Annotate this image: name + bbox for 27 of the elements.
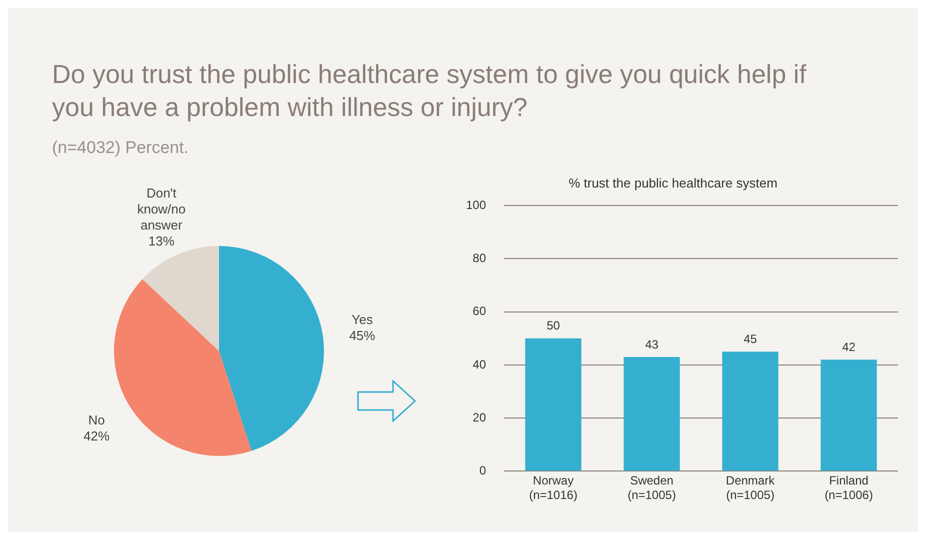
y-tick-label: 0 [479,464,486,478]
data-label: 50 [546,318,560,333]
slice-label: Yes [352,312,374,327]
data-label: 45 [744,332,758,346]
chart-title: % trust the public healthcare system [568,175,778,190]
y-tick-label: 80 [472,251,486,266]
x-tick-label: Norway (n=1016) [529,474,578,502]
y-tick-label: 100 [466,198,486,212]
chart-subtitle: (n=4032) Percent. [52,138,189,158]
y-tick-label: 40 [472,357,486,372]
bar [820,360,877,471]
slice-label: Don't know/no answer [137,186,186,233]
y-tick-label: 60 [472,304,486,318]
data-label: 43 [645,337,659,352]
bar [722,352,778,471]
bar [624,356,680,471]
x-tick-label: Finland (n=1006) [824,474,873,502]
data-label: 42% [84,428,110,444]
x-tick-label: Denmark (n=1005) [726,474,776,502]
text: Do you trust the public healthcare system to give you quick help if you have a problem with illness or injury? [52,58,808,124]
data-label: 13% [148,234,175,249]
x-tick-label: Sweden (n=1005) [628,474,676,502]
bar [525,338,582,471]
y-tick-label: 20 [472,410,486,424]
data-label: 45% [349,328,376,343]
data-label: 42 [842,340,856,354]
slice-label: No [88,412,105,428]
